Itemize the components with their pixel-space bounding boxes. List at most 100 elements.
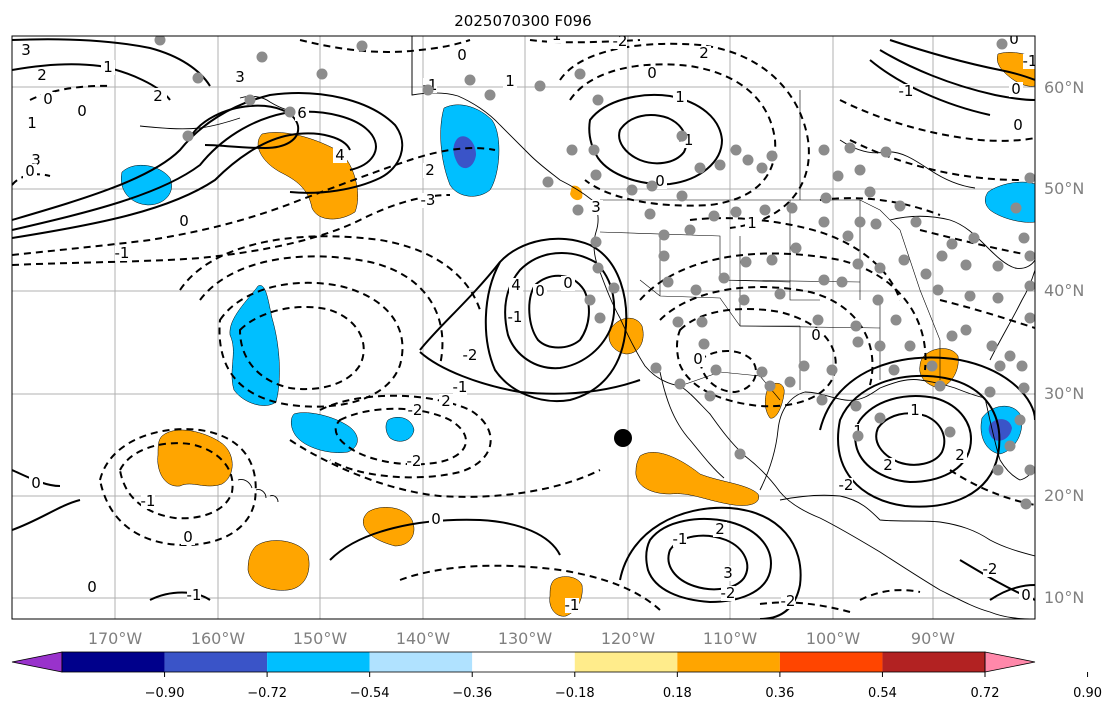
contour-label: 0 xyxy=(25,162,35,180)
station-dot xyxy=(1024,312,1035,324)
negative-anomaly-region xyxy=(985,181,1035,223)
contour-label: 0 xyxy=(647,64,657,82)
station-dot xyxy=(676,190,688,202)
station-dot xyxy=(1018,382,1030,394)
lat-label: 60°N xyxy=(1044,78,1084,97)
contour-label: 1 xyxy=(27,114,37,132)
contour-label: 2 xyxy=(699,44,709,62)
station-dot xyxy=(874,412,886,424)
contour-label: -2 xyxy=(613,32,628,50)
contour-label: -2 xyxy=(407,452,422,470)
contour-label: 2 xyxy=(37,66,47,84)
station-dot xyxy=(894,200,906,212)
station-dot xyxy=(1024,250,1035,262)
lon-label: 110°W xyxy=(703,629,758,648)
contour-label: 4 xyxy=(335,146,345,164)
station-dot xyxy=(1010,202,1022,214)
contour-label: 1 xyxy=(103,58,113,76)
contour-label: 3 xyxy=(31,151,41,169)
contour-label: -2 xyxy=(721,584,736,602)
contour-label: 0 xyxy=(1021,586,1031,604)
contour-label: 0 xyxy=(31,474,41,492)
station-dot xyxy=(756,162,768,174)
station-dot xyxy=(944,426,956,438)
station-dot xyxy=(592,94,604,106)
station-dot xyxy=(842,230,854,242)
station-dot xyxy=(694,162,706,174)
observation-stations xyxy=(154,36,1035,510)
colorbar-tick-label: 0.36 xyxy=(765,686,794,701)
colorbar-segment xyxy=(267,652,370,672)
station-dot xyxy=(662,276,674,288)
station-dot xyxy=(192,72,204,84)
station-dot xyxy=(852,430,864,442)
station-dot xyxy=(784,376,796,388)
station-dot xyxy=(960,259,972,271)
strong-negative-anomaly-region xyxy=(453,136,476,169)
contour-label: 2 xyxy=(715,520,725,538)
station-dot xyxy=(710,364,722,376)
positive-anomaly-region xyxy=(247,540,310,591)
colorbar-segment xyxy=(882,652,985,672)
contour-label: 0 xyxy=(693,350,703,368)
station-dot xyxy=(898,254,910,266)
station-dot xyxy=(790,242,802,254)
station-dot xyxy=(1004,440,1016,452)
station-dot xyxy=(594,312,606,324)
station-dot xyxy=(738,294,750,306)
station-dot xyxy=(650,362,662,374)
station-dot xyxy=(182,130,194,142)
station-dot xyxy=(968,232,980,244)
contour-label: 1 xyxy=(747,214,757,232)
colorbar-tick-label: 0.90 xyxy=(1073,686,1102,701)
colorbar-segment xyxy=(62,652,165,672)
colorbar xyxy=(11,651,1036,673)
colorbar-tick-labels: −0.90 −0.72 −0.54 −0.36 −0.18 0.18 0.36 0.54 0.7… xyxy=(145,672,1102,701)
contour-label: 3 xyxy=(235,68,245,86)
contour-lines xyxy=(12,38,1035,619)
station-dot xyxy=(608,282,620,294)
station-dot xyxy=(590,236,602,248)
contour-label: 0 xyxy=(1009,30,1019,48)
anomaly-shading xyxy=(120,52,1035,617)
station-dot xyxy=(992,464,1004,476)
station-dot xyxy=(850,400,862,412)
station-dot xyxy=(850,320,862,332)
station-dot xyxy=(832,170,844,182)
contour-label: 0 xyxy=(457,46,467,64)
contour-label: -1 xyxy=(547,26,562,44)
station-dot xyxy=(864,186,876,198)
station-dot xyxy=(904,340,916,352)
station-dot xyxy=(880,146,892,158)
contour-label: 0 xyxy=(87,578,97,596)
colorbar-segment xyxy=(779,652,883,672)
station-dot xyxy=(756,366,768,378)
colorbar-segment xyxy=(677,652,780,672)
contour-label: 1 xyxy=(910,401,920,419)
station-dot xyxy=(356,40,368,52)
negative-anomaly-region xyxy=(291,412,358,453)
contour-label: 6 xyxy=(297,104,307,122)
lon-label: 140°W xyxy=(396,629,451,648)
station-dot xyxy=(854,216,866,228)
station-dot xyxy=(708,210,720,222)
colorbar-tick-label: 0.54 xyxy=(868,686,897,701)
contour-label: 3 xyxy=(723,564,733,582)
station-dot xyxy=(836,276,848,288)
station-dot xyxy=(1024,172,1035,184)
station-dot xyxy=(786,202,798,214)
station-dot xyxy=(690,284,702,296)
station-dot xyxy=(872,294,884,306)
lon-label: 130°W xyxy=(498,629,553,648)
station-dot xyxy=(696,316,708,328)
colorbar-tick-label: −0.18 xyxy=(555,686,595,701)
contour-label: -2 xyxy=(463,346,478,364)
station-dot xyxy=(658,250,670,262)
station-dot xyxy=(626,184,638,196)
station-dot xyxy=(566,144,578,156)
station-dot xyxy=(874,262,886,274)
map-title: 2025070300 F096 xyxy=(454,12,591,30)
station-dot xyxy=(888,364,900,376)
positive-anomaly-region xyxy=(765,382,785,419)
